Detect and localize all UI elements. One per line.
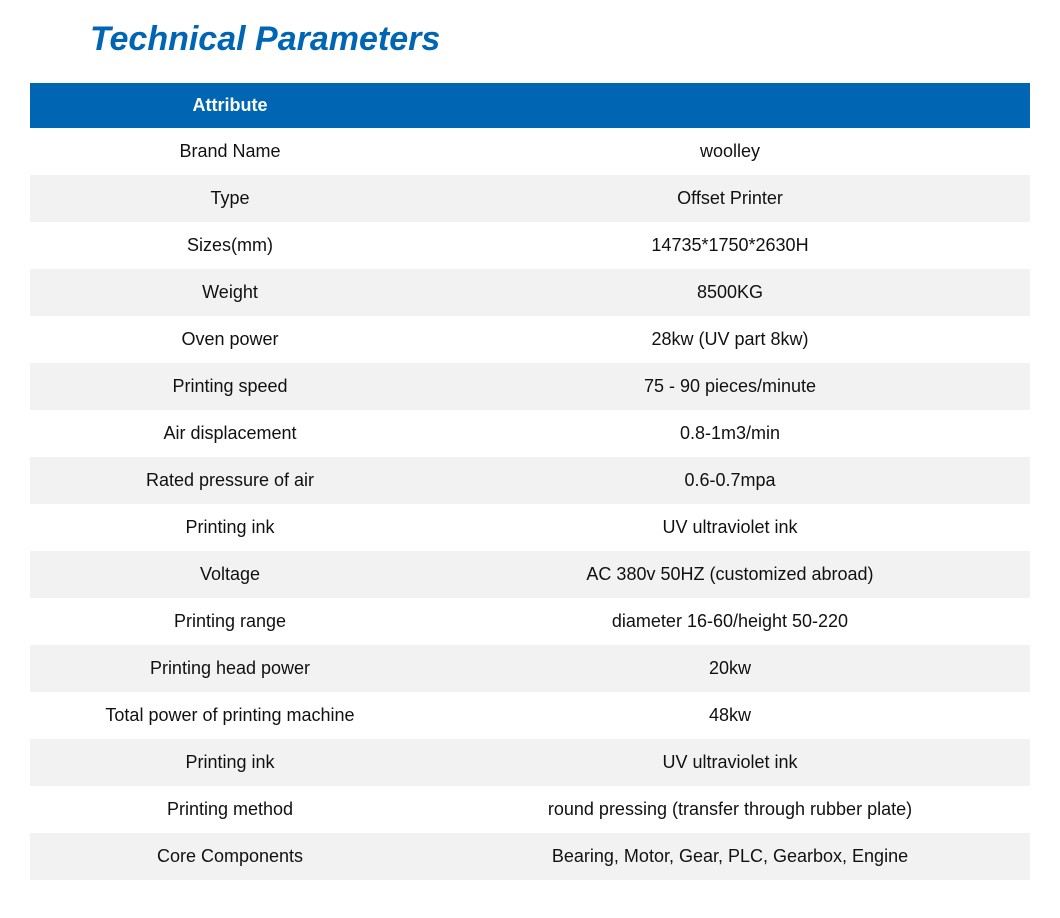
attribute-cell: Printing ink (30, 504, 430, 551)
attribute-cell: Air displacement (30, 410, 430, 457)
table-row: Printing head power20kw (30, 645, 1030, 692)
attribute-cell: Rated pressure of air (30, 457, 430, 504)
attribute-cell: Voltage (30, 551, 430, 598)
table-row: Printing inkUV ultraviolet ink (30, 504, 1030, 551)
parameters-table: Attribute Brand NamewoolleyTypeOffset Pr… (30, 83, 1030, 880)
attribute-cell: Core Components (30, 833, 430, 880)
table-row: Oven power28kw (UV part 8kw) (30, 316, 1030, 363)
table-row: Printing speed75 - 90 pieces/minute (30, 363, 1030, 410)
attribute-cell: Printing head power (30, 645, 430, 692)
value-cell: 14735*1750*2630H (430, 222, 1030, 269)
attribute-cell: Sizes(mm) (30, 222, 430, 269)
attribute-cell: Oven power (30, 316, 430, 363)
value-cell: 75 - 90 pieces/minute (430, 363, 1030, 410)
table-row: Weight8500KG (30, 269, 1030, 316)
value-cell: AC 380v 50HZ (customized abroad) (430, 551, 1030, 598)
attribute-cell: Printing ink (30, 739, 430, 786)
table-row: Brand Namewoolley (30, 128, 1030, 175)
table-header-row: Attribute (30, 83, 1030, 128)
attribute-cell: Brand Name (30, 128, 430, 175)
value-cell: Bearing, Motor, Gear, PLC, Gearbox, Engi… (430, 833, 1030, 880)
table-row: VoltageAC 380v 50HZ (customized abroad) (30, 551, 1030, 598)
table-row: Printing methodround pressing (transfer … (30, 786, 1030, 833)
value-cell: UV ultraviolet ink (430, 504, 1030, 551)
table-row: Total power of printing machine48kw (30, 692, 1030, 739)
page-title: Technical Parameters (90, 20, 1030, 59)
table-row: Sizes(mm)14735*1750*2630H (30, 222, 1030, 269)
attribute-cell: Total power of printing machine (30, 692, 430, 739)
table-row: Printing rangediameter 16-60/height 50-2… (30, 598, 1030, 645)
value-cell: 48kw (430, 692, 1030, 739)
table-row: Rated pressure of air0.6-0.7mpa (30, 457, 1030, 504)
table-row: TypeOffset Printer (30, 175, 1030, 222)
attribute-cell: Printing speed (30, 363, 430, 410)
table-row: Printing inkUV ultraviolet ink (30, 739, 1030, 786)
header-value (430, 83, 1030, 128)
header-attribute: Attribute (30, 83, 430, 128)
value-cell: 28kw (UV part 8kw) (430, 316, 1030, 363)
value-cell: diameter 16-60/height 50-220 (430, 598, 1030, 645)
value-cell: UV ultraviolet ink (430, 739, 1030, 786)
attribute-cell: Printing range (30, 598, 430, 645)
value-cell: round pressing (transfer through rubber … (430, 786, 1030, 833)
value-cell: 0.8-1m3/min (430, 410, 1030, 457)
value-cell: 8500KG (430, 269, 1030, 316)
table-row: Core ComponentsBearing, Motor, Gear, PLC… (30, 833, 1030, 880)
value-cell: 0.6-0.7mpa (430, 457, 1030, 504)
attribute-cell: Printing method (30, 786, 430, 833)
attribute-cell: Weight (30, 269, 430, 316)
table-row: Air displacement0.8-1m3/min (30, 410, 1030, 457)
value-cell: 20kw (430, 645, 1030, 692)
value-cell: woolley (430, 128, 1030, 175)
attribute-cell: Type (30, 175, 430, 222)
value-cell: Offset Printer (430, 175, 1030, 222)
